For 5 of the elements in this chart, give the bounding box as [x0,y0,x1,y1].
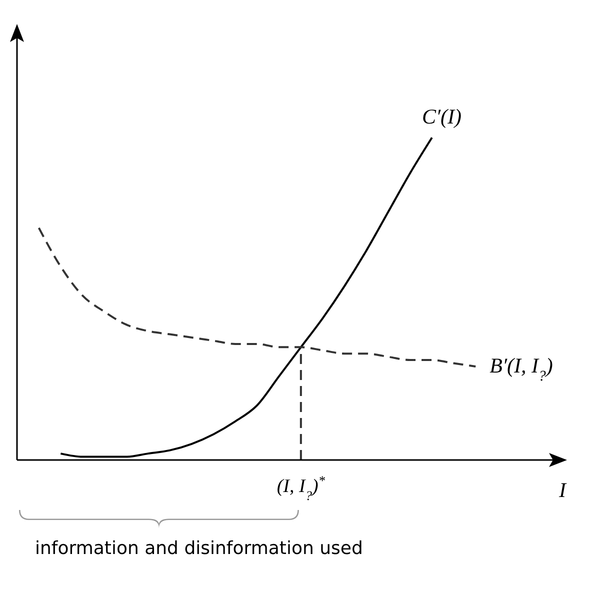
x-axis-title: I [558,478,567,502]
series-label: C′(I) [422,104,462,129]
text: (I, I$_{?}$)$^{*}$ [276,472,325,502]
text: information and disinformation used [35,538,363,559]
series-label: B′(I, I$_{?}$) [490,354,553,385]
